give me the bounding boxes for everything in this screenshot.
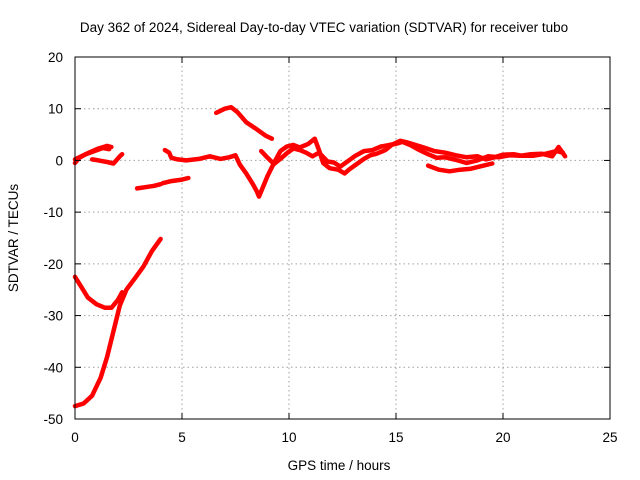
series-seg7 bbox=[160, 175, 191, 186]
x-tick-label: 0 bbox=[71, 430, 79, 445]
y-tick-label: -50 bbox=[43, 412, 63, 427]
grid bbox=[75, 57, 610, 419]
series-layer bbox=[72, 104, 568, 409]
series-seg11 bbox=[425, 161, 495, 174]
x-tick-label: 15 bbox=[388, 430, 403, 445]
chart-title: Day 362 of 2024, Sidereal Day-to-day VTE… bbox=[80, 20, 568, 35]
series-seg8 bbox=[162, 136, 566, 199]
x-tick-label: 20 bbox=[495, 430, 510, 445]
series-seg4 bbox=[72, 236, 163, 409]
axis-ticks: 0 5 10 15 20 25 -50 -40 -30 -20 -10 0 10 20 bbox=[43, 50, 617, 445]
y-tick-label: -40 bbox=[43, 360, 63, 375]
y-tick-label: 0 bbox=[55, 153, 63, 168]
series-seg2 bbox=[72, 145, 112, 166]
x-tick-label: 5 bbox=[178, 430, 186, 445]
y-tick-label: 20 bbox=[48, 50, 63, 65]
y-tick-label: -10 bbox=[43, 205, 63, 220]
series-seg6 bbox=[134, 181, 163, 191]
y-tick-label: 10 bbox=[48, 102, 63, 117]
x-tick-label: 10 bbox=[281, 430, 296, 445]
series-seg3 bbox=[89, 151, 125, 166]
y-tick-label: -30 bbox=[43, 309, 63, 324]
x-axis-label: GPS time / hours bbox=[288, 458, 391, 473]
y-axis-label: SDTVAR / TECUs bbox=[6, 184, 21, 293]
series-seg9 bbox=[213, 104, 275, 141]
series-seg5 bbox=[72, 274, 125, 311]
series-seg10 bbox=[258, 139, 568, 169]
y-tick-label: -20 bbox=[43, 257, 63, 272]
plot-frame bbox=[74, 56, 611, 420]
x-tick-label: 25 bbox=[602, 430, 617, 445]
